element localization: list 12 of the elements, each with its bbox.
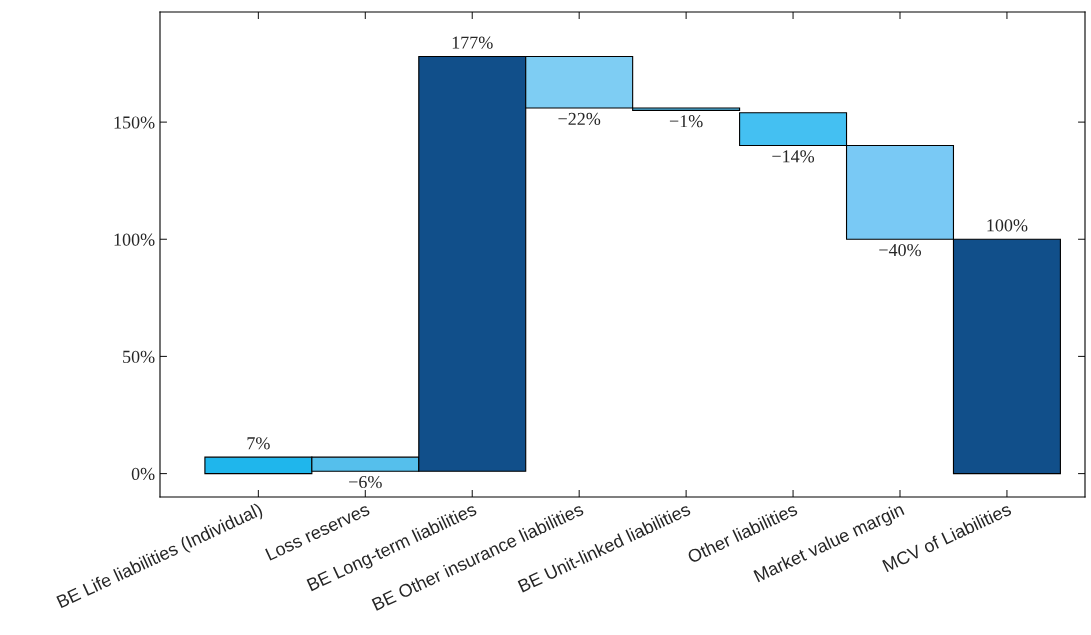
- y-tick-label: 150%: [114, 116, 155, 129]
- data-label: −14%: [772, 150, 815, 163]
- data-label: 177%: [452, 36, 493, 49]
- data-label: 100%: [987, 219, 1028, 232]
- y-tick-label: 0%: [131, 467, 155, 481]
- y-tick-label: 50%: [123, 350, 155, 363]
- y-tick-label: 100%: [114, 233, 155, 246]
- data-label: −22%: [558, 112, 601, 125]
- data-label: −1%: [669, 115, 703, 128]
- data-label: 7%: [247, 437, 270, 450]
- data-label: −6%: [349, 475, 382, 489]
- data-label: −40%: [879, 243, 922, 257]
